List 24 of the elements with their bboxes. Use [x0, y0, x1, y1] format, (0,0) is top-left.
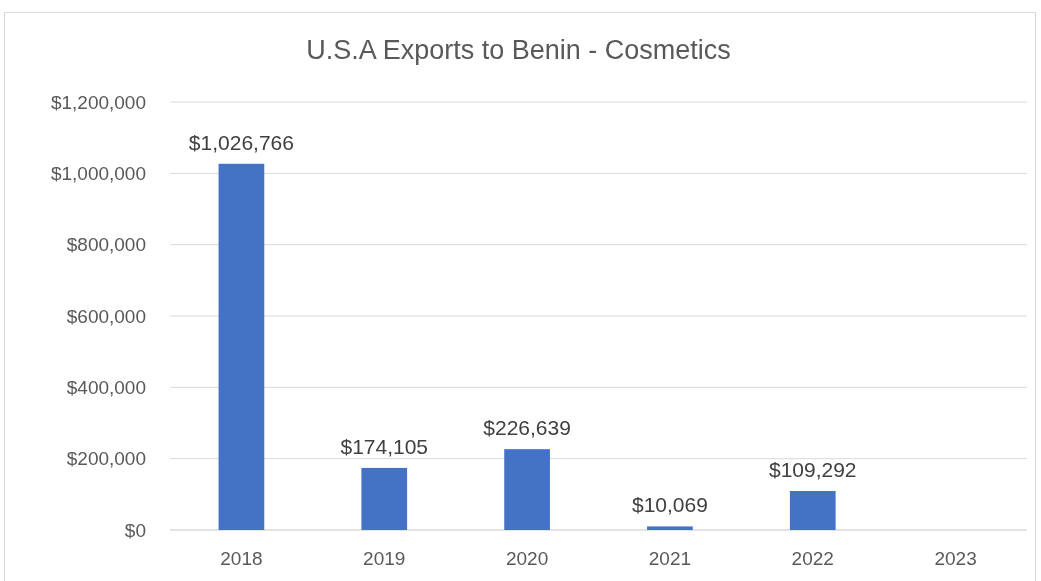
data-label: $174,105: [340, 434, 429, 458]
bar: [647, 526, 693, 530]
x-tick-label: 2020: [505, 548, 549, 569]
y-tick-label: $1,200,000: [50, 91, 146, 113]
bar: [218, 163, 265, 530]
x-tick-label: 2023: [934, 548, 977, 569]
x-tick-label: 2022: [791, 548, 834, 569]
data-label: $10,069: [631, 493, 708, 517]
bar: [504, 449, 550, 530]
y-tick-label: $0: [124, 519, 146, 541]
y-tick-label: $800,000: [66, 234, 146, 256]
y-tick-label: $400,000: [66, 376, 146, 398]
x-tick-label: 2019: [363, 548, 406, 569]
y-tick-label: $200,000: [66, 448, 146, 470]
y-tick-label: $600,000: [66, 305, 146, 327]
x-tick-label: 2018: [220, 548, 263, 569]
chart-title: U.S.A Exports to Benin - Cosmetics: [306, 35, 731, 65]
x-tick-label: 2021: [648, 548, 692, 569]
bar: [361, 467, 408, 530]
data-label: $226,639: [483, 416, 571, 440]
data-label: $109,292: [768, 458, 857, 482]
bar: [789, 491, 836, 530]
data-label: $1,026,766: [188, 130, 294, 154]
y-tick-label: $1,000,000: [50, 162, 146, 184]
